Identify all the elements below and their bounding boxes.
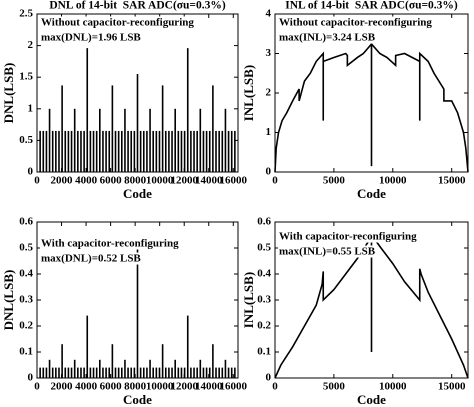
x-tick-label: 4000 — [75, 381, 98, 393]
annotation-bg — [278, 245, 377, 258]
y-tick-label: 0.5 — [19, 242, 33, 254]
x-tick-label: 5000 — [323, 175, 346, 187]
x-tick-label: 10000 — [379, 381, 407, 393]
y-tick-label: 0.1 — [257, 346, 271, 358]
panel: 0 1 2 3 4 0 5000 10000 15000 Code INL(LSB) INL of 1… — [241, 0, 469, 201]
y-tick-label: 2 — [266, 87, 272, 99]
x-tick-label: 15000 — [438, 175, 466, 187]
y-axis-label: INL(LSB) — [241, 272, 256, 328]
y-tick-label: 0.5 — [19, 134, 33, 146]
y-tick-label: 0.1 — [19, 346, 33, 358]
x-tick-label: 14000 — [195, 381, 223, 393]
y-tick-label: 1.5 — [19, 71, 33, 83]
y-tick-label: 0.5 — [257, 242, 271, 254]
annotation: max(INL)=0.55 LSB — [279, 246, 376, 258]
x-tick-label: 8000 — [124, 381, 147, 393]
x-tick-label: 4000 — [75, 175, 98, 187]
x-tick-label: 12000 — [170, 381, 198, 393]
y-tick-label: 0.2 — [19, 320, 33, 332]
chart-title: DNL of 14-bit SAR ADC(σu=0.3%) — [49, 0, 226, 12]
y-axis-label: DNL(LSB) — [1, 63, 16, 124]
panel: 0 0.1 0.2 0.3 0.4 0.5 0.6 0 5000 10000 15000 Code IN… — [241, 216, 469, 407]
annotation-bg — [40, 16, 196, 29]
y-tick-label: 0 — [266, 372, 272, 384]
y-tick-label: 0 — [28, 372, 34, 384]
x-axis-label: Code — [123, 186, 152, 201]
annotation-bg — [40, 252, 143, 265]
y-tick-label: 0.3 — [257, 294, 271, 306]
x-tick-label: 6000 — [100, 381, 123, 393]
annotation-bg — [278, 31, 377, 44]
annotation: Without capacitor-reconfiguring — [279, 17, 432, 29]
x-tick-label: 10000 — [146, 381, 174, 393]
x-tick-label: 0 — [272, 175, 278, 187]
y-tick-label: 3 — [266, 47, 272, 59]
y-tick-label: 0.3 — [19, 294, 33, 306]
x-axis-label: Code — [123, 392, 152, 407]
annotation: max(DNL)=0.52 LSB — [41, 253, 141, 265]
x-tick-label: 5000 — [323, 381, 346, 393]
x-tick-label: 16000 — [220, 381, 248, 393]
panel: 0 0.1 0.2 0.3 0.4 0.5 0.6 0 2000 4000 6000 8000 1000… — [1, 216, 248, 407]
annotation-bg — [40, 31, 143, 44]
x-axis-label: Code — [357, 186, 386, 201]
x-tick-label: 10000 — [379, 175, 407, 187]
x-tick-label: 8000 — [124, 175, 147, 187]
y-tick-label: 0.6 — [19, 216, 33, 228]
x-tick-label: 6000 — [100, 175, 123, 187]
x-axis-label: Code — [357, 392, 386, 407]
inl-line — [274, 232, 469, 379]
y-tick-label: 1 — [28, 102, 34, 114]
y-tick-label: 4 — [266, 8, 272, 20]
x-tick-label: 0 — [34, 175, 40, 187]
y-axis-label: DNL(LSB) — [1, 270, 16, 331]
x-tick-label: 16000 — [220, 175, 248, 187]
y-tick-label: 2.5 — [19, 8, 33, 20]
y-tick-label: 0 — [266, 166, 272, 178]
x-tick-label: 0 — [34, 381, 40, 393]
annotation-bg — [278, 230, 419, 243]
annotation: max(INL)=3.24 LSB — [279, 32, 376, 44]
x-tick-label: 12000 — [170, 175, 198, 187]
chart-title: INL of 14-bit SAR ADC(σu=0.3%) — [285, 0, 458, 12]
y-tick-label: 0 — [28, 166, 34, 178]
y-tick-label: 0.6 — [257, 216, 271, 228]
inl-line — [274, 41, 469, 173]
panel: 00.511.522.50 2000 4000 6000 8000 10000120001… — [1, 0, 248, 201]
plot-frame — [36, 13, 239, 173]
annotation: max(DNL)=1.96 LSB — [41, 32, 141, 44]
x-tick-label: 2000 — [51, 381, 74, 393]
x-tick-label: 15000 — [438, 381, 466, 393]
annotation-bg — [40, 237, 181, 250]
x-tick-label: 0 — [272, 381, 278, 393]
annotation: With capacitor-reconfiguring — [279, 231, 417, 243]
x-tick-label: 10000 — [146, 175, 174, 187]
x-tick-label: 2000 — [51, 175, 74, 187]
annotation-bg — [278, 16, 434, 29]
annotation: With capacitor-reconfiguring — [41, 238, 179, 250]
x-tick-label: 14000 — [195, 175, 223, 187]
y-tick-label: 0.4 — [257, 268, 271, 280]
y-tick-label: 0.4 — [19, 268, 33, 280]
y-axis-label: INL(LSB) — [241, 65, 256, 121]
annotation: Without capacitor-reconfiguring — [41, 17, 194, 29]
y-tick-label: 0.2 — [257, 320, 271, 332]
y-tick-label: 2 — [28, 39, 34, 51]
y-tick-label: 1 — [266, 126, 272, 138]
